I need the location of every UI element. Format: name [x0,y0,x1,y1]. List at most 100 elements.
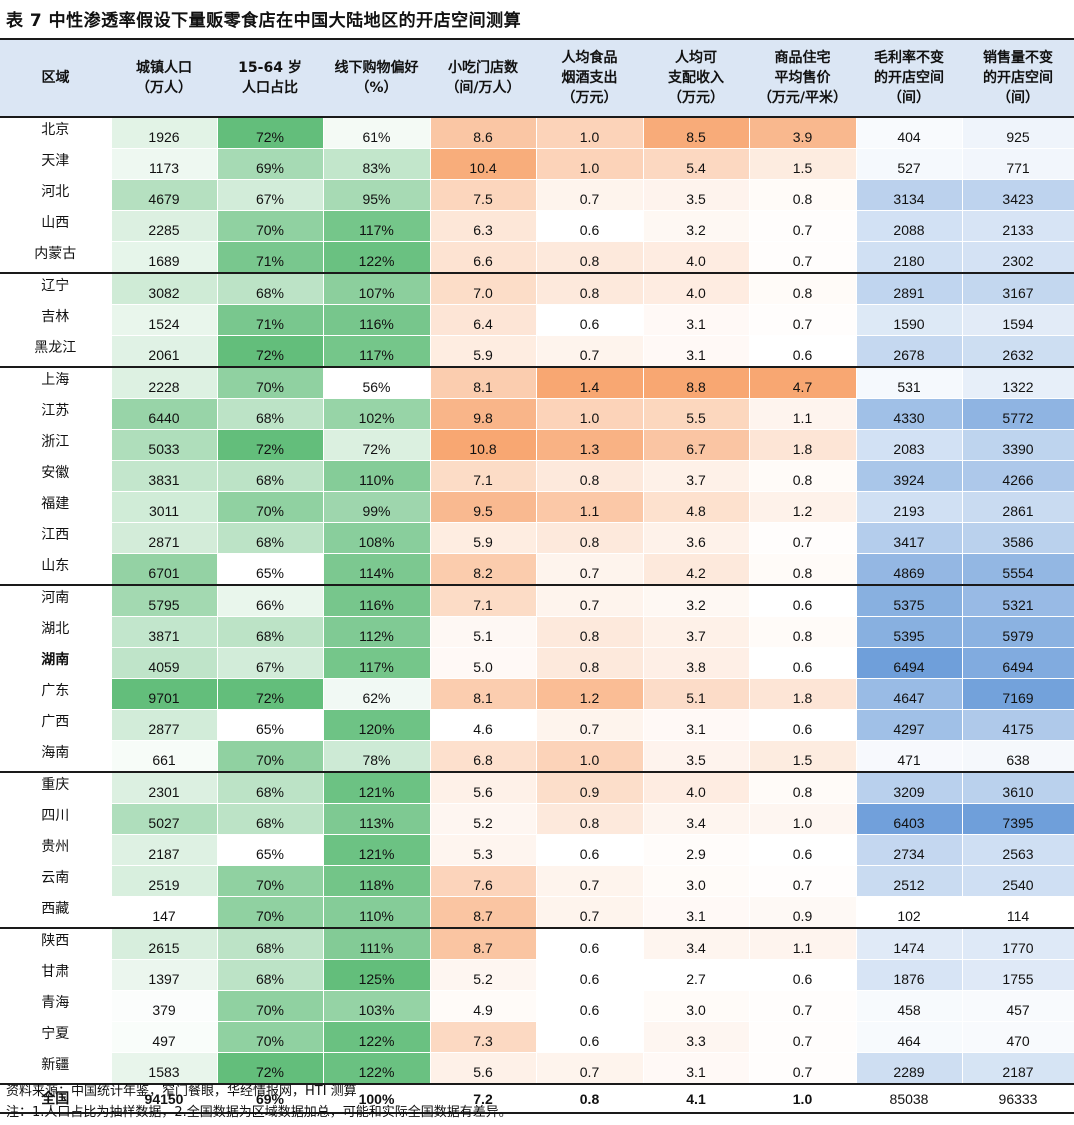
food-cell: 0.7 [535,335,644,368]
column-header-age: 15-64 岁人口占比 [217,40,323,118]
pref-cell: 102% [322,398,431,430]
food-cell: 0.8 [535,803,644,835]
age-cell: 68% [216,959,324,991]
pop-cell: 6440 [110,398,218,430]
house-cell: 1.1 [748,927,857,960]
food-cell: 0.7 [535,896,644,929]
income-cell: 3.8 [642,647,750,679]
food-cell: 1.4 [535,366,644,399]
pref-cell: 62% [322,678,431,710]
pop-cell: 2871 [110,522,218,554]
region-cell: 江苏 [0,398,112,430]
house-cell: 0.8 [748,179,857,211]
estimation-table: 区域 城镇人口 （万人） 15-64 岁人口占比 线下购物偏好 （%） 小吃门店数 （间/万人… [0,40,1074,1114]
vol-cell: 470 [961,1021,1074,1053]
pref-cell: 61% [322,116,431,149]
food-cell: 1.0 [535,116,644,149]
snack-cell: 4.9 [429,990,537,1022]
age-cell: 68% [216,398,324,430]
vol-cell: 638 [961,740,1074,773]
column-header-line: （万元/平米） [757,90,848,106]
gm-cell: 2193 [855,491,963,523]
table-title: 表 7 中性渗透率假设下量贩零食店在中国大陆地区的开店空间测算 [6,11,522,31]
table-body: 北京 1926 72% 61% 8.6 1.0 8.5 3.9 404 925 天津 1173 69% 8… [0,116,1074,1114]
pop-cell: 1689 [110,241,218,274]
pref-cell: 122% [322,1052,431,1085]
pref-cell: 83% [322,148,431,180]
total-gm-cell: 85038 [855,1083,963,1114]
vol-cell: 925 [961,116,1074,149]
table-row: 宁夏 497 70% 122% 7.3 0.6 3.3 0.7 464 470 [0,1021,1074,1053]
age-cell: 70% [216,865,324,897]
column-header-line: （万人） [136,80,192,96]
income-cell: 3.1 [642,335,750,368]
house-cell: 0.9 [748,896,857,929]
column-header-income: 人均可 支配收入 （万元） [643,40,749,118]
vol-cell: 3586 [961,522,1074,554]
gm-cell: 3134 [855,179,963,211]
vol-cell: 6494 [961,647,1074,679]
gm-cell: 531 [855,366,963,399]
table-row: 江苏 6440 68% 102% 9.8 1.0 5.5 1.1 4330 5772 [0,398,1074,430]
pop-cell: 1926 [110,116,218,149]
snack-cell: 9.8 [429,398,537,430]
column-header-line: 烟酒支出 [561,70,618,86]
table-row: 贵州 2187 65% 121% 5.3 0.6 2.9 0.6 2734 2563 [0,834,1074,866]
snack-cell: 6.4 [429,304,537,336]
age-cell: 66% [216,584,324,617]
total-pref-cell: 100% [322,1083,431,1114]
pop-cell: 5027 [110,803,218,835]
table-row: 青海 379 70% 103% 4.9 0.6 3.0 0.7 458 457 [0,990,1074,1022]
vol-cell: 2861 [961,491,1074,523]
vol-cell: 2632 [961,335,1074,368]
income-cell: 3.1 [642,304,750,336]
food-cell: 0.7 [535,1052,644,1085]
table-row: 黑龙江 2061 72% 117% 5.9 0.7 3.1 0.6 2678 2632 [0,335,1074,368]
income-cell: 8.5 [642,116,750,149]
region-cell: 河南 [0,584,112,617]
snack-cell: 7.1 [429,460,537,492]
pref-cell: 95% [322,179,431,211]
table-row: 河南 5795 66% 116% 7.1 0.7 3.2 0.6 5375 5321 [0,584,1074,617]
snack-cell: 6.8 [429,740,537,773]
region-cell: 四川 [0,803,112,835]
column-header-line: 毛利率不变 [874,50,944,66]
table-row: 湖南 4059 67% 117% 5.0 0.8 3.8 0.6 6494 6494 [0,647,1074,679]
gm-cell: 1590 [855,304,963,336]
house-cell: 0.8 [748,460,857,492]
region-cell: 吉林 [0,304,112,336]
region-cell: 广东 [0,678,112,710]
snack-cell: 7.5 [429,179,537,211]
food-cell: 0.8 [535,647,644,679]
vol-cell: 4266 [961,460,1074,492]
income-cell: 4.0 [642,272,750,305]
column-header-line: 人口占比 [242,80,298,96]
total-house-cell: 1.0 [748,1083,857,1114]
snack-cell: 8.1 [429,678,537,710]
footnote: 注：1.人口占比为抽样数据，2.全国数据为区域数据加总，可能和实际全国数据有差异… [6,1105,512,1120]
snack-cell: 5.2 [429,803,537,835]
house-cell: 1.0 [748,803,857,835]
total-row: 全国 94150 69% 100% 7.2 0.8 4.1 1.0 85038 96333 [0,1083,1074,1114]
pref-cell: 121% [322,771,431,804]
pref-cell: 78% [322,740,431,773]
vol-cell: 2133 [961,210,1074,242]
gm-cell: 458 [855,990,963,1022]
column-header-gm: 毛利率不变 的开店空间 （间） [856,40,962,118]
column-header-line: （%） [355,80,398,96]
table-row: 西藏 147 70% 110% 8.7 0.7 3.1 0.9 102 114 [0,896,1074,929]
pop-cell: 5033 [110,429,218,461]
pref-cell: 112% [322,616,431,648]
pop-cell: 2228 [110,366,218,399]
snack-cell: 5.9 [429,335,537,368]
income-cell: 3.4 [642,803,750,835]
food-cell: 0.7 [535,709,644,741]
table-row: 甘肃 1397 68% 125% 5.2 0.6 2.7 0.6 1876 1755 [0,959,1074,991]
age-cell: 72% [216,429,324,461]
age-cell: 70% [216,896,324,929]
age-cell: 71% [216,241,324,274]
house-cell: 1.5 [748,148,857,180]
snack-cell: 8.2 [429,553,537,586]
age-cell: 70% [216,1021,324,1053]
gm-cell: 2512 [855,865,963,897]
